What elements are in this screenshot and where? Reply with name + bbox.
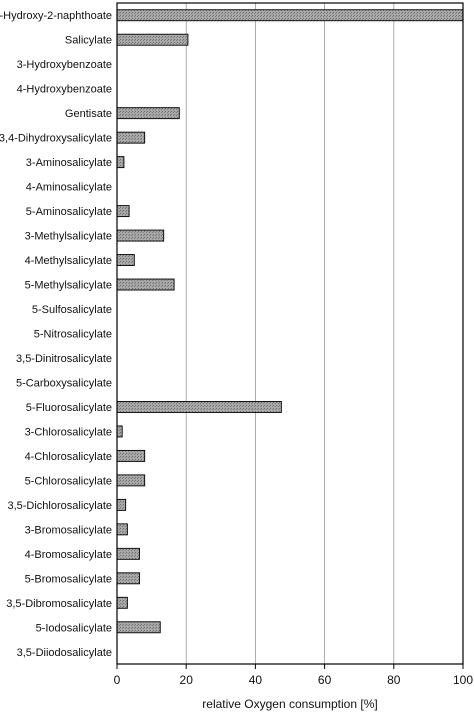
bar (116, 229, 165, 242)
category-label: 5-Carboxysalicylate (16, 377, 112, 389)
category-label: 5-Iodosalicylate (36, 622, 112, 634)
x-axis-title: relative Oxygen consumption [%] (202, 697, 377, 711)
category-label: 3-Methylsalicylate (25, 231, 112, 243)
bar (116, 131, 146, 144)
category-label: 5-Methylsalicylate (25, 280, 112, 292)
x-tick-label: 80 (387, 673, 401, 687)
category-label: 5-Sulfosalicylate (32, 304, 112, 316)
x-tick-label: 100 (453, 673, 473, 687)
category-label: 5-Fluorosalicylate (26, 402, 112, 414)
category-label: 3-Chlorosalicylate (25, 426, 112, 438)
bar (116, 474, 146, 487)
bar (116, 156, 125, 169)
category-label: 3-Hydroxybenzoate (17, 59, 112, 71)
plot-frame (116, 2, 464, 665)
bar (116, 572, 140, 585)
category-label: 5-Nitrosalicylate (34, 329, 112, 341)
category-label: 4-Hydroxybenzoate (17, 84, 112, 96)
category-label: 5-Chlorosalicylate (25, 475, 112, 487)
category-label: 3,5-Dichlorosalicylate (7, 500, 112, 512)
bar (116, 278, 175, 291)
category-label: 5-Aminosalicylate (26, 206, 112, 218)
x-tick-label: 0 (114, 673, 121, 687)
category-label: 3,5-Dinitrosalicylate (16, 353, 112, 365)
bar (116, 449, 146, 462)
category-label: Salicylate (65, 35, 112, 47)
gridlines (185, 3, 395, 664)
category-label: 3,5-Diiodosalicylate (17, 647, 112, 659)
x-axis-ticks: 0 20 40 60 80 100 (114, 664, 473, 687)
bar (116, 107, 180, 120)
bar (116, 205, 130, 218)
category-labels: 1-Hydroxy-2-naphthoate Salicylate 3-Hydrox… (0, 10, 112, 659)
category-label: 5-Bromosalicylate (25, 573, 112, 585)
category-label: 3,4-Dihydroxysalicylate (0, 133, 112, 145)
bar (116, 498, 127, 511)
bar (116, 425, 123, 438)
bar (116, 547, 140, 560)
category-label: 4-Chlorosalicylate (25, 451, 112, 463)
category-label: 3-Bromosalicylate (25, 524, 112, 536)
bar (116, 400, 282, 413)
category-label: 3-Aminosalicylate (26, 157, 112, 169)
category-label: Gentisate (65, 108, 112, 120)
bar (116, 9, 464, 22)
x-tick-label: 40 (249, 673, 263, 687)
category-label: 4-Methylsalicylate (25, 255, 112, 267)
bar (116, 254, 135, 267)
x-tick-label: 20 (180, 673, 194, 687)
bar (116, 596, 128, 609)
category-label: 3,5-Dibromosalicylate (6, 598, 112, 610)
bar (116, 33, 189, 46)
category-label: 4-Aminosalicylate (26, 182, 112, 194)
x-tick-label: 60 (318, 673, 332, 687)
category-label: 1-Hydroxy-2-naphthoate (0, 10, 112, 22)
bar (116, 523, 128, 536)
bar (116, 621, 161, 634)
bars (116, 9, 464, 634)
category-label: 4-Bromosalicylate (25, 549, 112, 561)
